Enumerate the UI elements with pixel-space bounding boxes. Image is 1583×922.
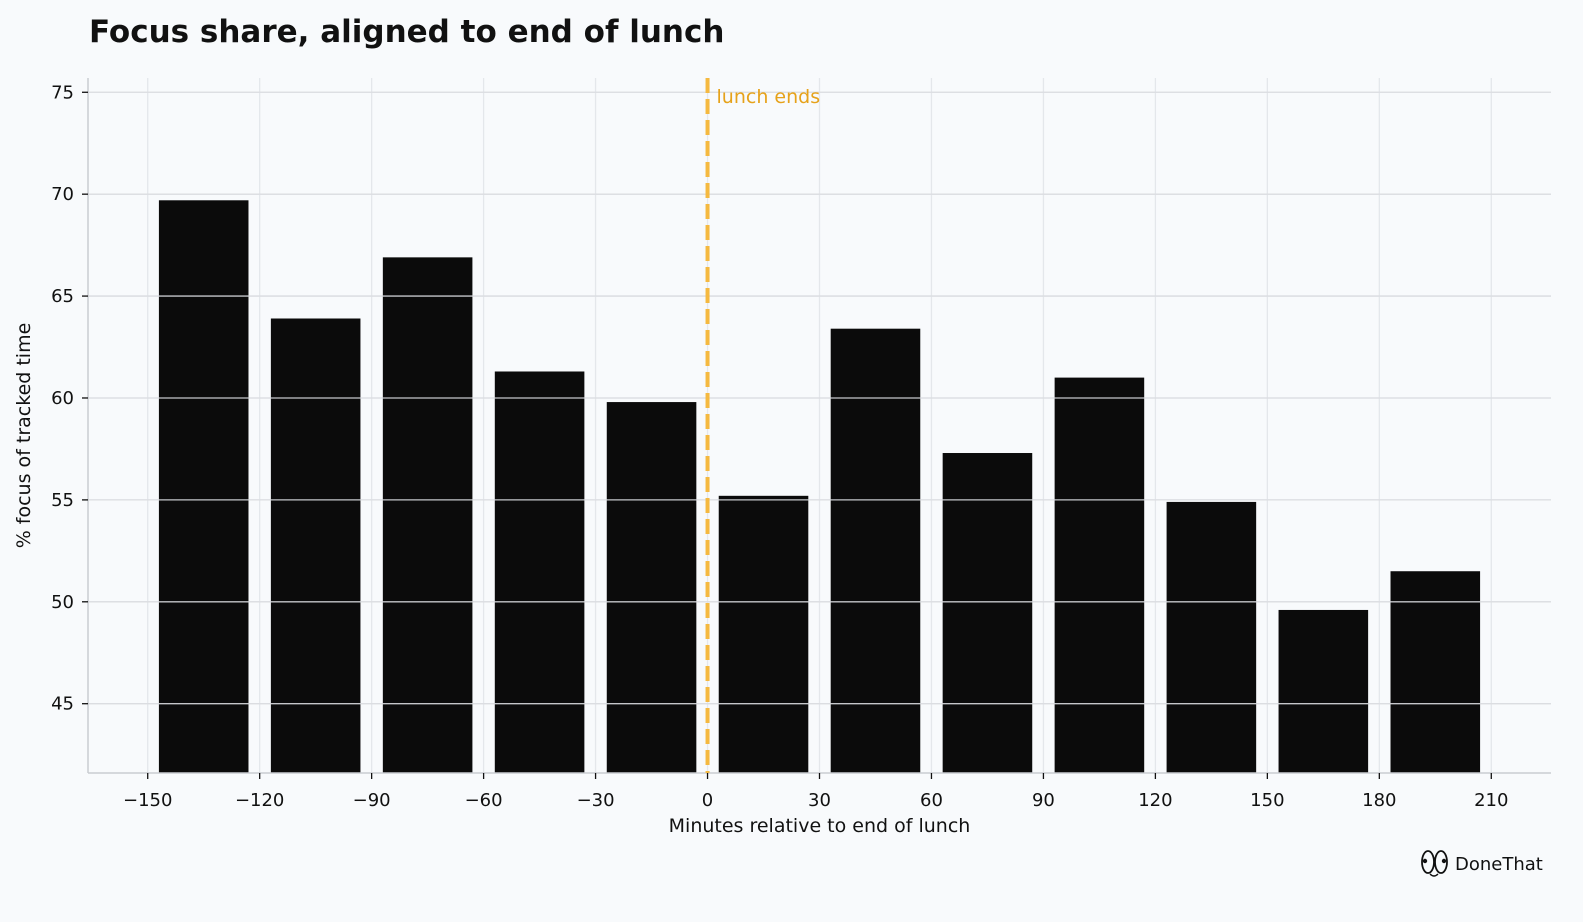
y-tick-label: 65 [51, 286, 74, 307]
x-tick-label: −90 [353, 790, 391, 811]
y-tick-label: 45 [51, 694, 74, 715]
y-axis-label: % focus of tracked time [13, 323, 35, 549]
brand-logo: DoneThat [1421, 850, 1543, 877]
bar [382, 257, 473, 773]
bar [1166, 501, 1257, 773]
bar [606, 402, 697, 773]
x-axis-label: Minutes relative to end of lunch [669, 815, 971, 837]
x-tick-label: −150 [123, 790, 172, 811]
bars [158, 200, 1481, 774]
axes [82, 78, 1551, 779]
bar [158, 200, 249, 774]
bar [1390, 571, 1481, 773]
bar [494, 371, 585, 773]
tick-labels: −150 −120 −90 −60 −30 0 30 60 90 120 150 180 210 45 50… [51, 82, 1508, 811]
annotation: lunch ends [705, 78, 821, 773]
bar [1278, 609, 1369, 773]
x-tick-label: −120 [235, 790, 284, 811]
x-tick-label: 210 [1474, 790, 1508, 811]
bar [942, 453, 1033, 773]
gridlines-over-bars [88, 91, 1551, 705]
bar [830, 328, 921, 773]
x-tick-label: 90 [1032, 790, 1055, 811]
brand-name: DoneThat [1455, 854, 1543, 875]
x-tick-label: 150 [1250, 790, 1284, 811]
x-tick-label: 0 [702, 790, 713, 811]
y-tick-label: 60 [51, 388, 74, 409]
bar [1054, 377, 1145, 773]
chart-title: Focus share, aligned to end of lunch [89, 14, 724, 50]
y-tick-label: 50 [51, 592, 74, 613]
y-tick-label: 55 [51, 490, 74, 511]
bar [718, 495, 809, 773]
eyes-logo-icon [1421, 850, 1448, 877]
x-tick-label: 180 [1362, 790, 1396, 811]
x-tick-label: 30 [808, 790, 831, 811]
x-tick-label: −30 [577, 790, 615, 811]
lunch-ends-label: lunch ends [717, 86, 821, 108]
y-tick-label: 70 [51, 184, 74, 205]
x-tick-label: −60 [465, 790, 503, 811]
y-tick-label: 75 [51, 82, 74, 103]
x-tick-label: 60 [920, 790, 943, 811]
bar [270, 318, 361, 773]
x-tick-label: 120 [1138, 790, 1172, 811]
